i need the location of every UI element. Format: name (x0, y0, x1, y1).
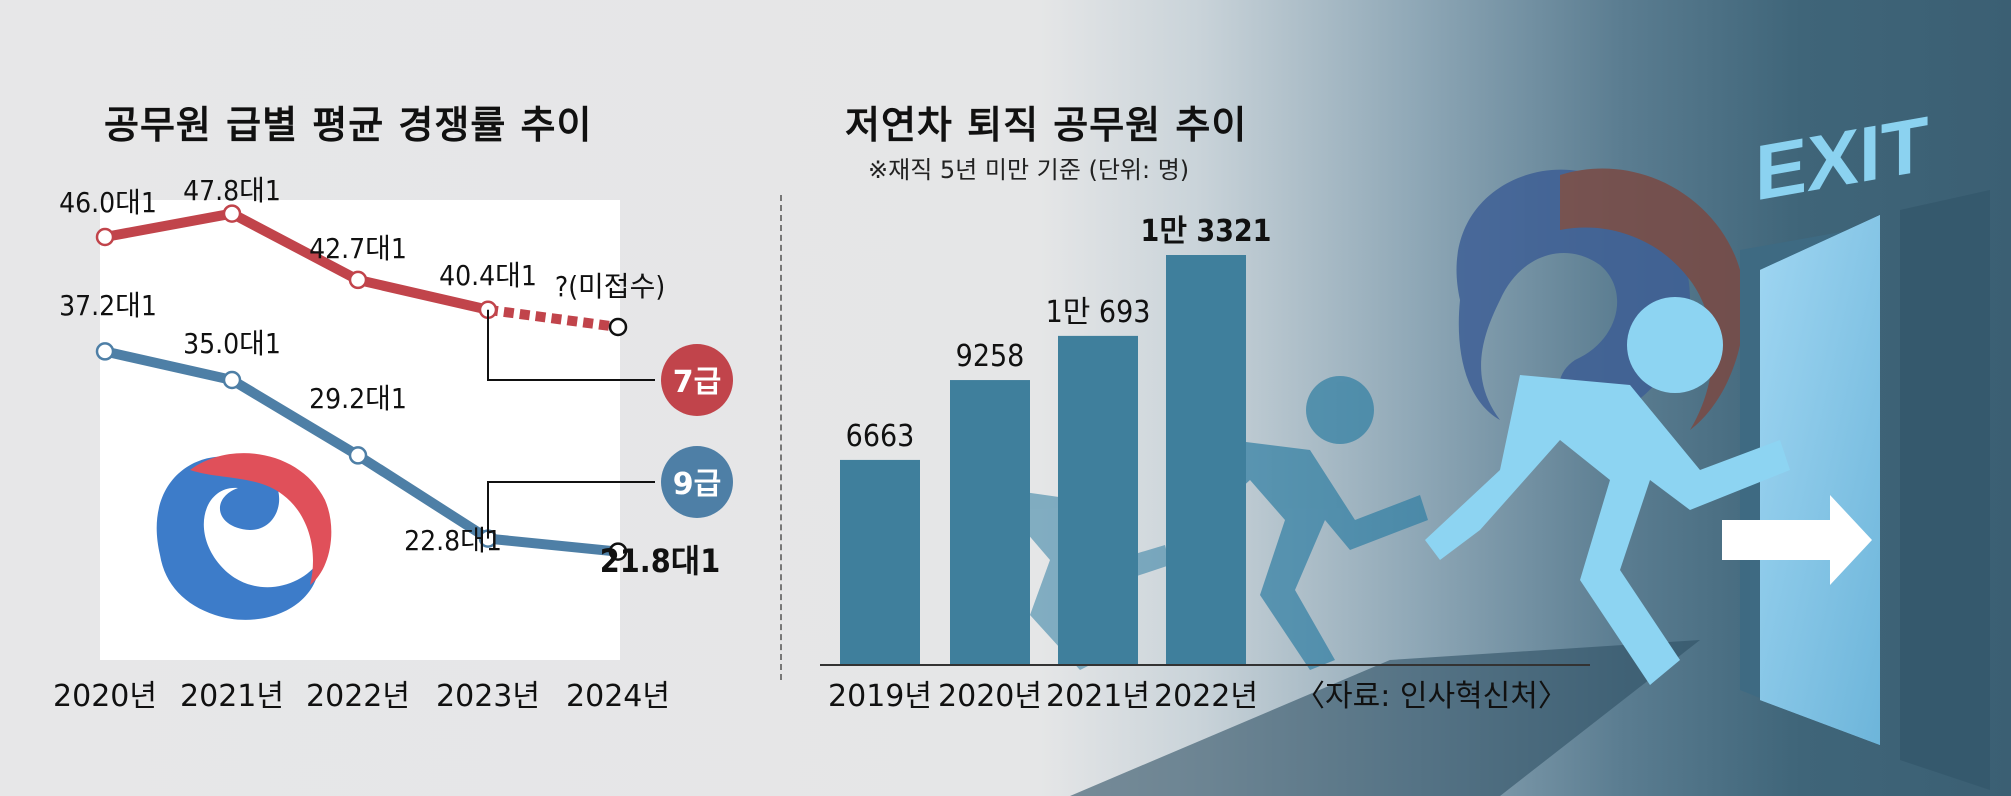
legend-label: 7급 (673, 365, 721, 400)
data-label: 21.8대1 (600, 542, 721, 580)
chart-divider (780, 195, 782, 680)
callout-line (487, 309, 655, 381)
x-tick-label: 2023년 (436, 679, 540, 714)
ghost-runner-icon (1180, 376, 1428, 670)
bar-chart: 6663 2019년 9258 2020년 1만 693 2021년 1만 3321 2022… (820, 214, 1590, 714)
running-person-icon (1425, 297, 1790, 685)
right-chart-title: 저연차 퇴직 공무원 추이 (845, 103, 1248, 147)
series-projection-line (487, 304, 619, 332)
data-point (348, 270, 368, 290)
right-chart-subtitle: ※재직 5년 미만 기준 (단위: 명) (868, 156, 1190, 184)
callout-line (487, 481, 655, 539)
data-point (95, 342, 115, 361)
government-emblem (156, 453, 332, 620)
bar (840, 459, 920, 665)
data-label: 37.2대1 (59, 289, 157, 322)
x-tick-label: 2019년 (828, 679, 932, 714)
bar (1166, 255, 1246, 665)
exit-sign-text: EXIT (1755, 100, 1928, 218)
source-note: 〈자료: 인사혁신처〉 (1295, 679, 1568, 714)
data-point (608, 317, 628, 337)
legend-label: 9급 (673, 467, 721, 502)
legend-badge-7 (661, 344, 733, 416)
bar-value-label: 1만 3321 (1141, 214, 1272, 249)
data-point (95, 227, 115, 247)
data-label: 29.2대1 (309, 382, 407, 415)
data-point (608, 542, 628, 561)
bar (950, 380, 1030, 665)
x-tick-label: 2020년 (53, 679, 157, 714)
floor-shadow (1070, 640, 1700, 796)
x-tick-label: 2022년 (1154, 679, 1258, 714)
data-label: 42.7대1 (309, 232, 407, 265)
exit-arrow-icon (1722, 495, 1872, 585)
bar-value-label: 9258 (956, 339, 1025, 374)
data-point (348, 446, 368, 465)
data-point (222, 370, 242, 390)
x-tick-label: 2021년 (180, 679, 284, 714)
x-tick-label: 2021년 (1046, 679, 1150, 714)
x-tick-label: 2024년 (566, 679, 670, 714)
line-chart: 2020년 2021년 2022년 2023년 2024년 46.0대1 47.8대1 42.… (53, 174, 733, 714)
data-label: 47.8대1 (183, 174, 281, 207)
exit-door (1740, 190, 1990, 790)
data-label: ?(미접수) (555, 270, 665, 303)
x-tick-label: 2022년 (306, 679, 410, 714)
data-point (222, 204, 242, 223)
x-tick-label: 2020년 (938, 679, 1042, 714)
data-label: 22.8대1 (404, 524, 502, 557)
data-label: 46.0대1 (59, 186, 157, 219)
legend-badge-9 (661, 446, 733, 518)
left-chart-title: 공무원 급별 평균 경쟁률 추이 (104, 103, 593, 147)
data-label: 35.0대1 (183, 327, 281, 360)
series-line-7급 (104, 208, 490, 315)
bar (1058, 335, 1138, 665)
bar-value-label: 1만 693 (1046, 295, 1151, 330)
data-label: 40.4대1 (439, 259, 537, 292)
bar-value-label: 6663 (846, 419, 915, 454)
